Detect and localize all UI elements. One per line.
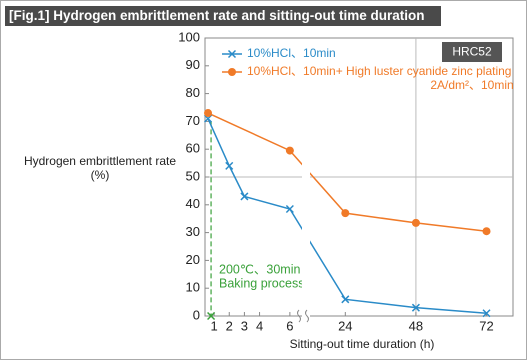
x-tick-label: 2 xyxy=(226,318,233,333)
chart-title: [Fig.1] Hydrogen embrittlement rate and … xyxy=(9,8,425,23)
point xyxy=(411,218,420,227)
y-tick-label: 30 xyxy=(186,224,200,239)
annotation-text: 200℃、30min xyxy=(219,262,300,276)
y-tick-label: 90 xyxy=(186,57,200,72)
point xyxy=(285,204,294,214)
y-axis-label: Hydrogen embrittlement rate xyxy=(24,154,176,168)
y-tick-label: 50 xyxy=(186,168,200,183)
point xyxy=(341,295,350,304)
point xyxy=(204,109,213,118)
x-tick-label: 48 xyxy=(409,318,423,333)
break-mark xyxy=(305,309,309,323)
x-tick-label: 6 xyxy=(286,318,293,333)
badge: HRC52 xyxy=(452,45,492,59)
x-tick-label: 72 xyxy=(479,318,493,333)
point xyxy=(341,209,350,218)
y-tick-label: 80 xyxy=(186,85,200,100)
legend-label: 2A/dm²、10min xyxy=(430,78,513,92)
annotation-text: Baking process xyxy=(219,276,304,290)
point xyxy=(285,146,294,155)
y-tick-label: 70 xyxy=(186,113,200,128)
title-bar xyxy=(5,6,441,26)
y-tick-label: 0 xyxy=(193,307,200,322)
point xyxy=(482,227,491,236)
y-axis-label: (%) xyxy=(91,168,110,182)
annotation-marker xyxy=(207,311,216,321)
y-tick-label: 40 xyxy=(186,196,200,211)
legend-label: 10%HCl、10min+ High luster cyanide zinc p… xyxy=(247,64,511,78)
axis-break xyxy=(302,39,310,316)
y-tick-label: 60 xyxy=(186,141,200,156)
legend-label: 10%HCl、10min xyxy=(247,46,336,60)
badge-box xyxy=(442,42,502,62)
point xyxy=(240,192,249,201)
y-tick-label: 10 xyxy=(186,280,200,295)
point xyxy=(225,161,234,170)
x-tick-label: 4 xyxy=(256,318,263,333)
legend-marker xyxy=(227,49,237,59)
y-tick-label: 20 xyxy=(186,252,200,267)
point xyxy=(411,303,420,312)
legend-marker xyxy=(228,68,236,76)
x-axis-label: Sitting-out time duration (h) xyxy=(290,337,435,351)
x-tick-label: 3 xyxy=(241,318,248,333)
x-tick-label: 24 xyxy=(338,318,352,333)
point xyxy=(482,309,491,318)
y-tick-label: 100 xyxy=(178,29,200,44)
x-tick-label: 1 xyxy=(210,318,217,333)
break-mark xyxy=(297,309,301,323)
